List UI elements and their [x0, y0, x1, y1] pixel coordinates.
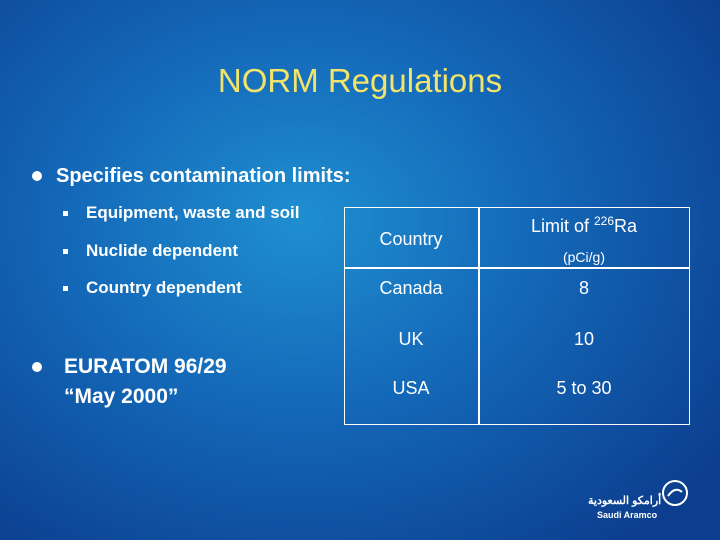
table-cell: UK — [398, 329, 424, 349]
header-superscript: 226 — [594, 214, 615, 228]
table-line — [344, 267, 690, 269]
table-cell: Canada — [379, 278, 443, 298]
table-line — [478, 207, 480, 425]
header-text: Limit of — [530, 216, 589, 236]
bullet-text: EURATOM 96/29 — [64, 355, 227, 378]
table-header: Limit of 226Ra — [478, 214, 690, 237]
table-cell: 5 to 30 — [556, 378, 612, 398]
slide-title: NORM Regulations — [217, 62, 503, 99]
table-cell: 8 — [578, 278, 589, 298]
sub-bullet — [63, 249, 68, 254]
sub-bullet — [63, 211, 68, 216]
sub-bullet — [63, 286, 68, 291]
table-cell: 10 — [573, 329, 595, 349]
logo-english: Saudi Aramco — [597, 510, 658, 520]
bullet-text: Specifies contamination limits: — [56, 165, 351, 187]
table-border — [344, 207, 690, 425]
logo-icon — [662, 480, 688, 506]
table-cell: USA — [392, 378, 430, 398]
sub-bullet-text: Country dependent — [86, 278, 242, 297]
logo-arabic: أرامكو السعودية — [588, 495, 662, 507]
table-header-units: (pCi/g) — [562, 249, 605, 265]
bullet-dot — [32, 362, 42, 372]
bullet-text: “May 2000” — [64, 385, 179, 408]
sub-bullet-text: Equipment, waste and soil — [86, 203, 300, 222]
header-text: Ra — [614, 216, 638, 236]
sub-bullet-text: Nuclide dependent — [86, 241, 239, 260]
bullet-dot — [32, 171, 42, 181]
table-header: Country — [379, 229, 443, 249]
